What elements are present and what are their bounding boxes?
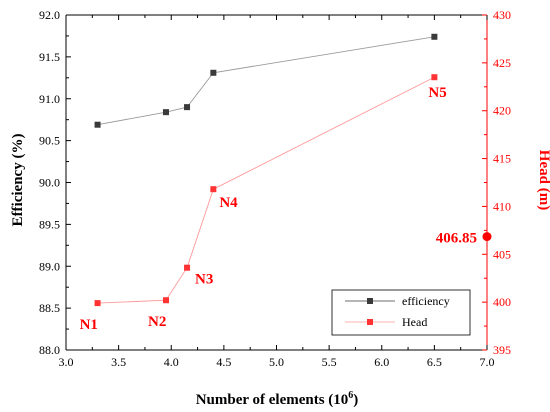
efficiency-point	[431, 33, 438, 40]
head-point-label: N5	[428, 85, 446, 101]
y-right-tick-label: 405	[493, 247, 511, 261]
y-left-tick-label: 90.0	[39, 176, 60, 190]
y-left-tick-label: 88.5	[39, 301, 60, 315]
y-left-tick-label: 92.0	[39, 8, 60, 22]
y-right-tick-label: 400	[493, 295, 511, 309]
x-axis-title-main: Number of elements (10	[196, 392, 349, 408]
y-right-tick-label: 430	[493, 8, 511, 22]
head-point-label: N2	[148, 314, 166, 330]
x-tick-label: 6.5	[427, 355, 442, 369]
head-point	[431, 74, 438, 81]
y-right-tick-label: 410	[493, 199, 511, 213]
head-point-label: N3	[195, 272, 213, 288]
efficiency-point	[162, 109, 169, 116]
y-left-tick-label: 89.0	[39, 259, 60, 273]
labels-layer: N1 N2 N3 N4 N5 406.85	[80, 85, 492, 333]
x-tick-label: 5.5	[322, 355, 337, 369]
annotation-label: 406.85	[436, 231, 477, 247]
x-tick-label: 3.5	[111, 355, 126, 369]
y-right-tick-label: 395	[493, 343, 511, 357]
efficiency-point	[210, 69, 217, 76]
efficiency-point	[184, 104, 191, 111]
y-right-tick-label: 420	[493, 104, 511, 118]
y-left-tick-label: 89.5	[39, 217, 60, 231]
x-axis-title-close: )	[353, 392, 358, 408]
head-point-label: N1	[80, 317, 98, 333]
legend: efficiency Head	[331, 289, 471, 336]
x-tick-label: 4.5	[216, 355, 231, 369]
y-right-axis-title: Head (m)	[536, 150, 550, 210]
head-point	[210, 186, 217, 193]
x-tick-label: 3.0	[59, 355, 74, 369]
legend-marker-efficiency	[367, 298, 373, 304]
y-left-tick-label: 91.5	[39, 50, 60, 64]
x-axis-title: Number of elements (106)	[196, 390, 359, 408]
head-point	[162, 297, 169, 304]
y-left-tick-label: 91.0	[39, 92, 60, 106]
annotation-marker	[482, 232, 492, 242]
axes: 3.0 3.5 4.0 4.5 5.0 5.5 6.0 6.5 7.0 88.0 88.5 89.0 8…	[39, 8, 511, 369]
y-right-tick-label: 415	[493, 152, 511, 166]
y-left-tick-label: 88.0	[39, 343, 60, 357]
head-point	[184, 264, 191, 271]
efficiency-point	[94, 121, 101, 128]
head-point-label: N4	[219, 195, 238, 211]
efficiency-series-line	[97, 36, 435, 126]
legend-label-efficiency: efficiency	[402, 294, 450, 308]
head-point	[94, 300, 101, 307]
x-tick-label: 6.0	[374, 355, 389, 369]
series-layer	[94, 33, 438, 307]
x-tick-label: 4.0	[164, 355, 179, 369]
x-tick-label: 7.0	[480, 355, 495, 369]
legend-marker-head	[367, 319, 373, 325]
legend-label-head: Head	[402, 315, 427, 329]
y-right-tick-label: 425	[493, 56, 511, 70]
x-axis-title-sup: 6	[348, 390, 353, 401]
y-left-axis-title: Efficiency (%)	[10, 134, 26, 227]
x-tick-label: 5.0	[269, 355, 284, 369]
legend-box	[331, 289, 471, 336]
y-left-tick-label: 90.5	[39, 134, 60, 148]
head-series-line	[97, 76, 435, 304]
